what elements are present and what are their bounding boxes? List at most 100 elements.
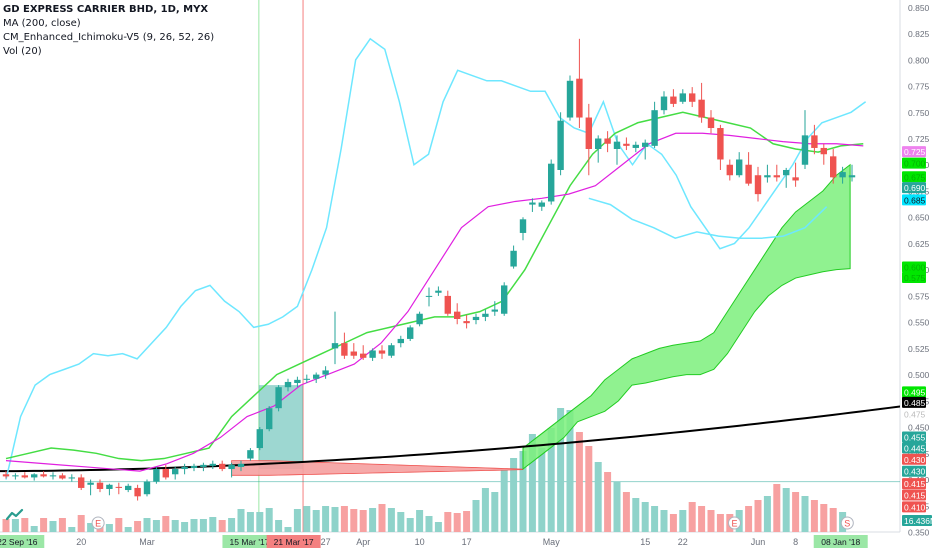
time-badge-label: 22 Sep '16 xyxy=(0,537,38,547)
price-label: 0.685 xyxy=(904,195,926,205)
candle-body xyxy=(632,144,639,148)
candle-body xyxy=(830,156,837,178)
candle xyxy=(576,38,583,129)
candle xyxy=(548,159,555,205)
candle xyxy=(313,372,320,383)
time-tick-label: Jun xyxy=(751,537,766,547)
candle xyxy=(754,166,762,202)
candle xyxy=(651,101,658,148)
price-label: 0.690 xyxy=(904,183,926,193)
time-tick-label: Apr xyxy=(356,537,370,547)
price-label-bg xyxy=(902,261,926,273)
volume-bar xyxy=(209,517,217,532)
price-label-bg xyxy=(902,431,926,443)
price-tick-label: 0.775 xyxy=(908,82,930,92)
volume-bar xyxy=(303,506,311,532)
volume-bar xyxy=(2,519,10,532)
volume-bar xyxy=(632,498,640,532)
time-tick-label: 27 xyxy=(321,537,331,547)
price-label: 0.495 xyxy=(904,387,926,397)
candle-body xyxy=(49,475,57,477)
candle-body xyxy=(68,477,75,479)
time-tick-label: 22 xyxy=(678,537,688,547)
volume-bar xyxy=(594,462,602,532)
candle-body xyxy=(717,128,724,160)
price-label: 0.725 xyxy=(904,147,926,157)
candle-body xyxy=(604,138,611,144)
volume-bar xyxy=(331,507,339,532)
volume-bar xyxy=(359,510,367,532)
candle xyxy=(388,343,395,358)
candle xyxy=(566,75,574,121)
volume-bar xyxy=(58,518,66,532)
time-badge-label: 15 Mar '17 xyxy=(230,537,270,547)
candle-body xyxy=(839,172,846,178)
volume-bar xyxy=(660,510,668,532)
candle-body xyxy=(115,486,122,488)
candle-body xyxy=(40,474,47,477)
candle xyxy=(444,290,451,316)
candle xyxy=(604,131,611,153)
price-label: 0.700 xyxy=(904,159,926,169)
candle-body xyxy=(388,345,395,356)
candle-body xyxy=(416,313,423,325)
volume-bar xyxy=(688,502,696,532)
price-tick-label: 0.625 xyxy=(908,239,930,249)
candle-body xyxy=(360,353,367,358)
candle xyxy=(247,448,254,461)
candle xyxy=(59,473,66,480)
candle-body xyxy=(2,474,10,477)
candle xyxy=(538,200,545,211)
volume-bar xyxy=(651,506,659,532)
volume-bar xyxy=(557,408,565,532)
volume-bar xyxy=(68,527,76,532)
candle xyxy=(96,479,104,493)
candle-body xyxy=(153,469,160,482)
candle-body xyxy=(679,93,686,102)
time-badge-label: 21 Mar '17 xyxy=(274,537,314,547)
candle-body xyxy=(510,250,517,267)
volume-bar xyxy=(218,520,226,532)
candle-body xyxy=(256,429,263,449)
ichimoku-cloud-bullish xyxy=(522,163,851,471)
volume-bar xyxy=(143,518,151,532)
candle xyxy=(40,471,47,478)
volume-bar xyxy=(21,518,29,532)
volume-bar xyxy=(444,512,452,532)
volume-bar xyxy=(49,521,57,532)
price-label-bg xyxy=(902,501,926,513)
candle xyxy=(585,103,592,176)
volume-bar xyxy=(322,506,330,532)
volume-bar xyxy=(698,506,706,532)
candle-body xyxy=(134,487,141,497)
candle xyxy=(519,217,527,241)
time-tick-label: 20 xyxy=(76,537,86,547)
price-tick-label: 0.500 xyxy=(908,370,930,380)
candle xyxy=(87,479,94,496)
candle xyxy=(31,473,38,481)
candle xyxy=(360,345,367,360)
candle-body xyxy=(21,475,28,478)
volume-bar xyxy=(340,506,348,532)
candle xyxy=(745,152,752,186)
price-label: 0.445 xyxy=(904,443,926,453)
candle xyxy=(472,313,480,325)
candle xyxy=(303,374,310,383)
time-tick-label: Mar xyxy=(139,537,155,547)
volume-bar xyxy=(434,522,442,532)
candle-body xyxy=(707,117,715,129)
time-badge-bg xyxy=(813,535,868,548)
candle xyxy=(12,473,19,480)
candle xyxy=(848,164,856,182)
price-tick-label: 0.800 xyxy=(908,55,930,65)
candle xyxy=(143,479,151,497)
candle xyxy=(811,124,818,155)
event-marker-icon xyxy=(840,516,854,530)
price-tick-label: 0.350 xyxy=(908,528,930,538)
candle xyxy=(425,287,433,307)
candle-body xyxy=(538,202,545,207)
time-badge-label: 08 Jan '18 xyxy=(821,537,860,547)
candle-body xyxy=(322,370,329,375)
